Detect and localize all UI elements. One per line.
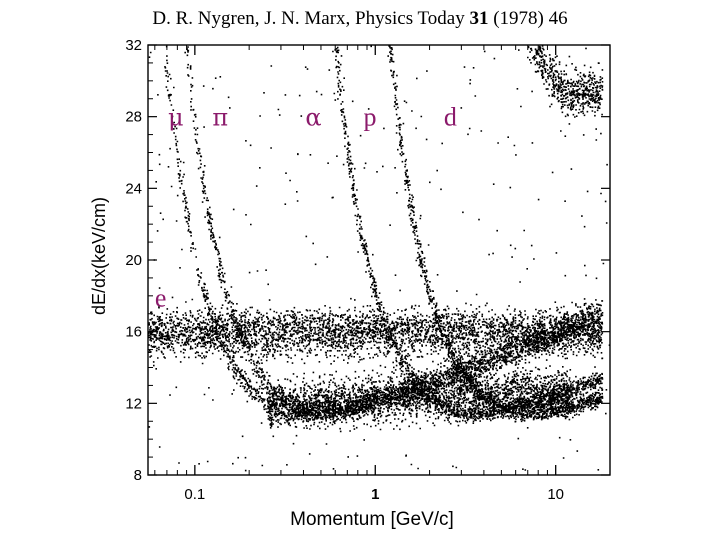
particle-label-electron: e <box>155 284 167 313</box>
axis-ticks <box>148 44 611 476</box>
axis-tick-labels: 8 12 16 20 24 28 32 0.1 1 10 <box>125 37 564 503</box>
y-tick-label: 24 <box>125 180 142 197</box>
citation-volume: 31 <box>469 8 489 29</box>
particle-label-deuteron: d <box>444 103 457 132</box>
particle-label-proton: p <box>363 103 376 132</box>
x-tick-label: 1 <box>371 486 379 503</box>
citation-header: D. R. Nygren, J. N. Marx, Physics Today … <box>0 8 720 30</box>
x-tick-label: 0.1 <box>184 486 205 503</box>
scatter-points <box>148 45 611 472</box>
y-axis-label: dE/dx(keV/cm) <box>89 197 109 315</box>
y-tick-label: 32 <box>125 37 142 54</box>
x-tick-label: 10 <box>547 486 564 503</box>
citation-authors: D. R. Nygren, J. N. Marx, Physics Today <box>152 8 465 29</box>
y-tick-label: 16 <box>125 324 142 341</box>
x-axis-label: Momentum [GeV/c] <box>290 509 454 530</box>
y-tick-label: 12 <box>125 395 142 412</box>
particle-label-pion: π <box>212 104 228 132</box>
citation-year-page: (1978) 46 <box>493 8 568 29</box>
particle-label-alpha: α <box>305 104 321 132</box>
y-tick-label: 28 <box>125 109 142 126</box>
y-tick-label: 20 <box>125 252 142 269</box>
particle-label-muon: μ <box>168 104 184 132</box>
y-tick-label: 8 <box>134 467 142 484</box>
particle-labels: μ π α p d e <box>155 103 457 313</box>
data-points <box>148 45 611 472</box>
